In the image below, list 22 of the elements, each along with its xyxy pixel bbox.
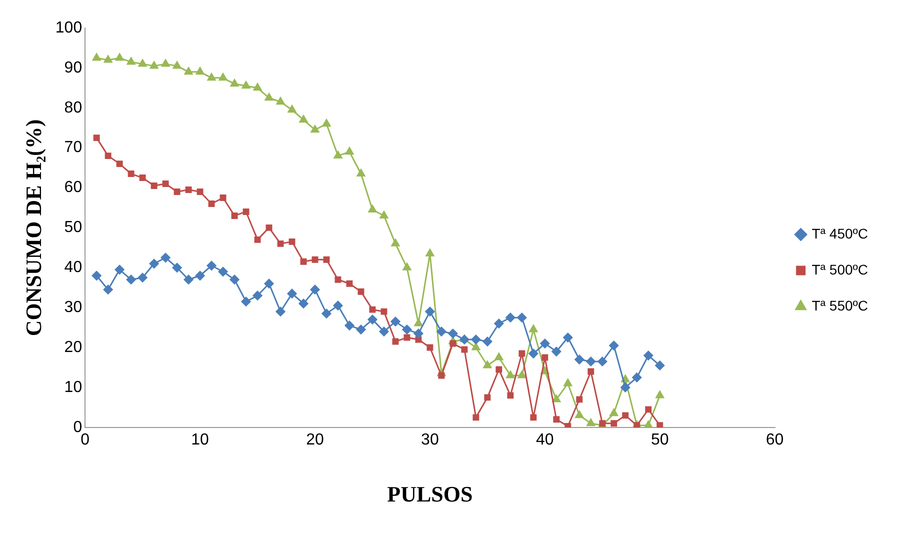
y-tick-label: 50 bbox=[64, 219, 82, 236]
x-tick-label: 30 bbox=[421, 431, 439, 448]
y-tick-label: 80 bbox=[64, 99, 82, 116]
x-tick-label: 10 bbox=[191, 431, 210, 448]
y-tick-label: 20 bbox=[64, 338, 82, 356]
x-tick-label: 40 bbox=[536, 431, 554, 448]
legend-label: Tª 450ºC bbox=[812, 225, 868, 242]
y-tick-label: 70 bbox=[64, 139, 82, 156]
y-tick-label: 0 bbox=[73, 418, 82, 436]
x-tick-label: 60 bbox=[766, 431, 784, 448]
legend-label: Tª 500ºC bbox=[812, 261, 868, 278]
x-tick-label: 50 bbox=[650, 431, 669, 448]
y-tick-label: 100 bbox=[55, 19, 82, 36]
y-tick-label: 90 bbox=[64, 59, 82, 76]
x-tick-label: 20 bbox=[306, 431, 324, 448]
x-axis-title: PULSOS bbox=[387, 481, 473, 506]
y-tick-label: 60 bbox=[64, 179, 82, 196]
y-axis-title: CONSUMO DE H₂(%) bbox=[20, 119, 46, 336]
y-tick-label: 10 bbox=[64, 378, 82, 396]
legend-label: Tª 550ºC bbox=[812, 297, 868, 314]
y-tick-label: 30 bbox=[64, 298, 82, 316]
y-tick-label: 40 bbox=[64, 259, 82, 276]
